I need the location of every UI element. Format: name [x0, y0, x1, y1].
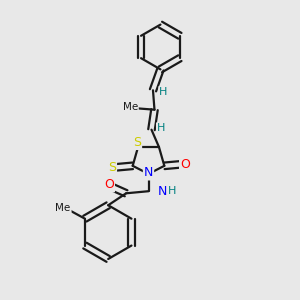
Text: O: O [104, 178, 114, 191]
Text: H: H [168, 186, 177, 196]
Text: N: N [144, 167, 153, 179]
Text: O: O [180, 158, 190, 171]
Text: H: H [157, 123, 165, 133]
Text: S: S [133, 136, 141, 149]
Text: H: H [159, 87, 168, 97]
Text: Me: Me [123, 102, 138, 112]
Text: Me: Me [56, 203, 71, 213]
Text: S: S [108, 161, 116, 174]
Text: N: N [157, 185, 167, 198]
